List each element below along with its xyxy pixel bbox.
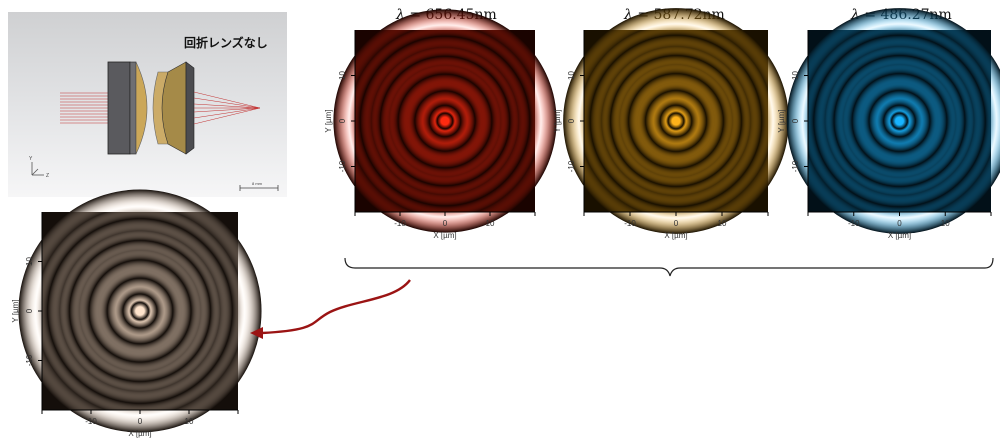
lens-element-3	[135, 61, 148, 155]
x-tick-label: 10	[185, 417, 194, 426]
x-tick-label: -10	[848, 219, 860, 228]
arrow-head	[250, 327, 263, 339]
y-tick-label: 10	[338, 71, 347, 80]
lens-element-6	[185, 61, 195, 155]
y-tick-label: 10	[567, 71, 576, 80]
axis-y-label: Y	[29, 156, 33, 162]
y-tick-label: -10	[25, 354, 34, 366]
psf-airy-pattern	[333, 9, 557, 233]
y-axis-label: Y [µm]	[553, 109, 562, 132]
x-tick-label: 10	[941, 219, 950, 228]
x-tick-label: 0	[897, 219, 902, 228]
x-tick-label: 10	[718, 219, 727, 228]
y-tick-label: -10	[338, 160, 347, 172]
x-axis-label: X [µm]	[664, 231, 687, 240]
optical-layout-panel: Y Z 8 mm 回折レンズなし	[8, 12, 287, 197]
x-tick-label: -10	[394, 219, 406, 228]
y-tick-label: 0	[791, 118, 800, 123]
x-axis-label: X [µm]	[433, 231, 456, 240]
psf-plot-blue: -10 0 10 10 0 -10 X [µm] Y [µm]	[777, 8, 1000, 240]
x-tick-label: 0	[138, 417, 143, 426]
axis-z-label: Z	[46, 173, 49, 179]
x-axis-label: X [µm]	[888, 231, 911, 240]
lens-element-5	[161, 61, 187, 155]
y-tick-label: 0	[338, 118, 347, 123]
y-tick-label: 10	[25, 257, 34, 266]
y-tick-label: -10	[567, 160, 576, 172]
psf-airy-pattern	[18, 189, 262, 433]
axis-triad	[31, 162, 44, 176]
x-tick-label: 10	[486, 219, 495, 228]
y-tick-label: 0	[25, 308, 34, 313]
psf-airy-pattern	[786, 8, 1000, 234]
focused-rays	[193, 91, 261, 125]
x-tick-label: 0	[674, 219, 679, 228]
x-axis-label: X [µm]	[128, 429, 151, 438]
y-tick-label: 0	[567, 118, 576, 123]
psf-airy-pattern	[563, 8, 789, 234]
combination-arrow	[261, 279, 411, 335]
grouping-brace	[344, 257, 994, 277]
y-tick-label: 10	[791, 71, 800, 80]
lens-system-diagram: Y Z 8 mm	[29, 61, 279, 191]
psf-plot-combined: -10 0 10 10 0 -10 X [µm] Y [µm]	[11, 189, 262, 438]
y-axis-label: Y [µm]	[11, 299, 20, 322]
psf-plot-yellow: -10 0 10 10 0 -10 X [µm] Y [µm]	[553, 8, 789, 240]
x-tick-label: 0	[443, 219, 448, 228]
y-axis-label: Y [µm]	[324, 109, 333, 132]
psf-plot-red: -10 0 10 10 0 -10 X [µm] Y [µm]	[324, 9, 557, 240]
x-tick-label: -10	[85, 417, 97, 426]
scale-bar-label: 8 mm	[252, 181, 263, 186]
y-tick-label: -10	[791, 160, 800, 172]
no-diffractive-lens-label: 回折レンズなし	[184, 36, 268, 50]
x-tick-label: -10	[624, 219, 636, 228]
y-axis-label: Y [µm]	[777, 109, 786, 132]
